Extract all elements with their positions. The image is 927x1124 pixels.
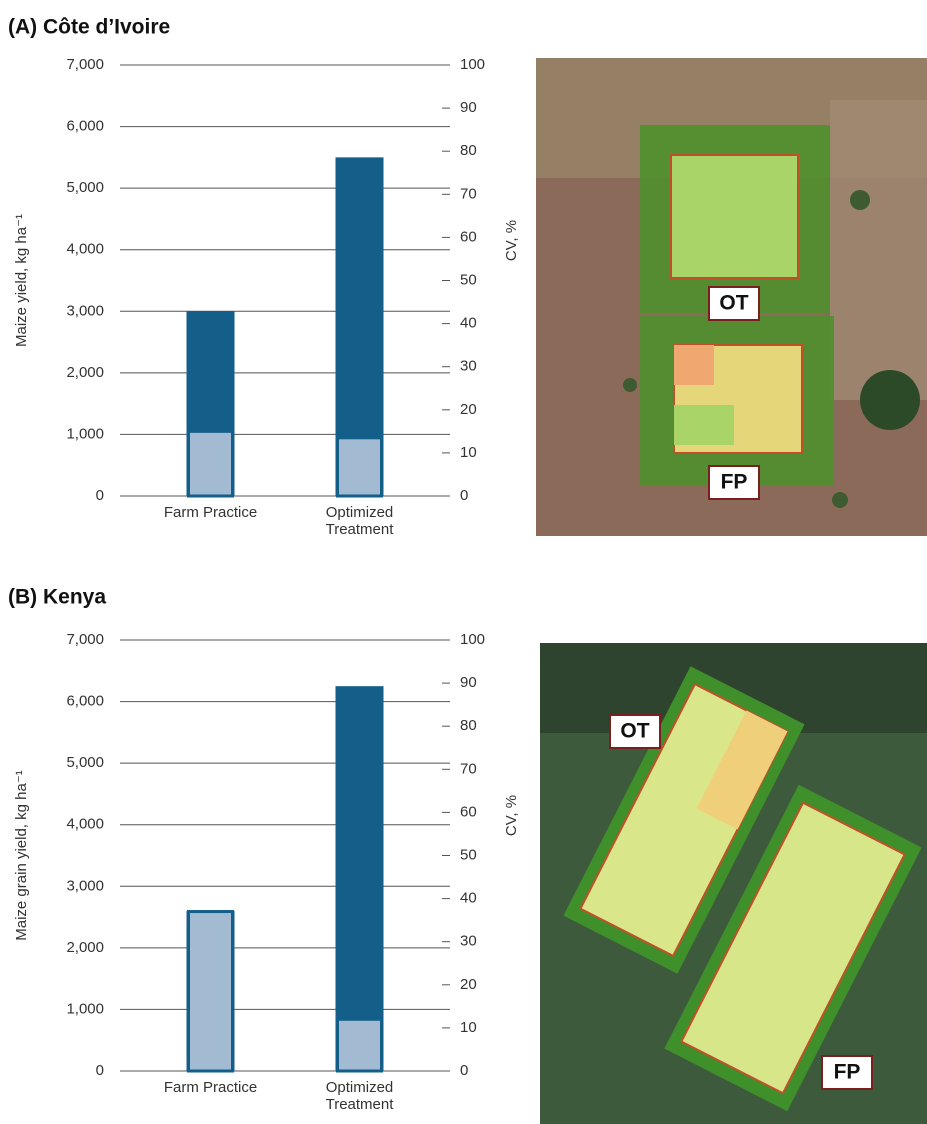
x-tick-label: Farm Practice <box>163 1079 258 1096</box>
y2-tick-label: 20 <box>460 976 477 993</box>
y-tick-label: 6,000 <box>66 118 104 135</box>
y2-tick-label: 50 <box>460 271 477 288</box>
y2-tick-label: 100 <box>460 631 485 648</box>
y2-tick-label: 80 <box>460 142 477 159</box>
y-tick-label: 7,000 <box>66 56 104 73</box>
y-tick-label: 0 <box>96 1062 104 1079</box>
y-tick-label: 5,000 <box>66 754 104 771</box>
y2-tick-label: 40 <box>460 315 477 332</box>
label-box <box>821 1055 873 1090</box>
y2-tick-label: 70 <box>460 185 477 202</box>
y2-tick-label: 90 <box>460 674 477 691</box>
label-box <box>708 465 760 500</box>
y-tick-label: 6,000 <box>66 693 104 710</box>
label-box <box>609 714 661 749</box>
x-tick-label: Optimized Treatment <box>325 1079 394 1113</box>
y2-tick-label: 10 <box>460 444 477 461</box>
y2-tick-label: 80 <box>460 717 477 734</box>
y2-tick-label: 100 <box>460 56 485 73</box>
y-tick-label: 2,000 <box>66 364 104 381</box>
chart-title: (B) Kenya <box>8 586 106 609</box>
y2-tick-label: 90 <box>460 99 477 116</box>
y2-tick-label: 30 <box>460 933 477 950</box>
y-tick-label: 7,000 <box>66 631 104 648</box>
y2-tick-label: 70 <box>460 760 477 777</box>
y-tick-label: 1,000 <box>66 425 104 442</box>
y2-tick-label: 0 <box>460 487 468 504</box>
y-tick-label: 4,000 <box>66 241 104 258</box>
y2-tick-label: 40 <box>460 890 477 907</box>
plot-label: OT <box>620 720 649 743</box>
y-tick-label: 0 <box>96 487 104 504</box>
satellite-image-b <box>540 643 927 1124</box>
y-tick-label: 3,000 <box>66 877 104 894</box>
y-tick-label: 5,000 <box>66 179 104 196</box>
x-tick-label: Optimized Treatment <box>325 504 394 538</box>
y2-tick-label: 0 <box>460 1062 468 1079</box>
y2-tick-label: 10 <box>460 1019 477 1036</box>
cv-bar <box>336 1017 383 1073</box>
y-axis-label: Maize grain yield, kg ha⁻¹ <box>13 770 30 941</box>
y2-axis-label: CV, % <box>503 220 520 261</box>
chart-title: (A) Côte d’Ivoire <box>8 16 170 39</box>
y-axis-label: Maize yield, kg ha⁻¹ <box>13 214 30 347</box>
y2-tick-label: 50 <box>460 846 477 863</box>
x-tick-label: Farm Practice <box>163 504 258 521</box>
cv-bar <box>187 429 234 498</box>
y2-tick-label: 30 <box>460 358 477 375</box>
plot-label: FP <box>721 471 748 494</box>
cv-bar <box>187 910 234 1073</box>
plot-label: FP <box>834 1061 861 1084</box>
y2-axis-label: CV, % <box>503 795 520 836</box>
cv-bar <box>336 436 383 498</box>
y2-tick-label: 20 <box>460 401 477 418</box>
y-tick-label: 1,000 <box>66 1000 104 1017</box>
y-tick-label: 3,000 <box>66 302 104 319</box>
y2-tick-label: 60 <box>460 228 477 245</box>
yield-bar <box>335 686 384 1071</box>
plot-label: OT <box>719 292 748 315</box>
y2-tick-label: 60 <box>460 803 477 820</box>
y-tick-label: 2,000 <box>66 939 104 956</box>
y-tick-label: 4,000 <box>66 816 104 833</box>
satellite-image-a <box>536 58 927 536</box>
label-box <box>708 286 760 321</box>
